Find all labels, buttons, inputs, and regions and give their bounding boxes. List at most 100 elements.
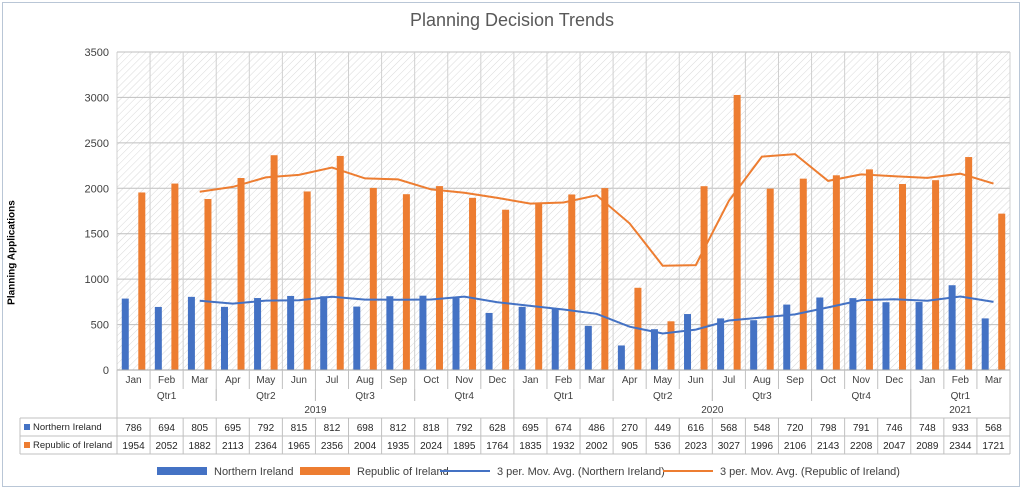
bar-republic-of-ireland bbox=[799, 178, 807, 370]
x-tick-label: Aug bbox=[356, 375, 374, 386]
x-tick-label: Sep bbox=[786, 375, 804, 386]
bar-northern-ireland bbox=[849, 298, 857, 370]
bar-republic-of-ireland bbox=[865, 169, 873, 370]
table-cell-value: 270 bbox=[621, 423, 638, 434]
table-cell-value: 2089 bbox=[916, 441, 939, 452]
bar-republic-of-ireland bbox=[237, 178, 245, 370]
table-cell-value: 791 bbox=[853, 423, 870, 434]
table-cell-value: 818 bbox=[423, 423, 440, 434]
bar-northern-ireland bbox=[915, 302, 923, 370]
legend-moving-average-northern-ireland-label: 3 per. Mov. Avg. (Northern Ireland) bbox=[497, 466, 665, 478]
quarter-label: Qtr1 bbox=[951, 391, 971, 402]
x-tick-label: Dec bbox=[488, 375, 506, 386]
bar-northern-ireland bbox=[617, 345, 625, 370]
moving-average-line-northern-ireland bbox=[199, 295, 994, 335]
x-tick-label: Jul bbox=[722, 375, 735, 386]
bar-northern-ireland bbox=[386, 296, 394, 370]
y-tick-label: 1000 bbox=[85, 274, 109, 286]
quarter-label: Qtr2 bbox=[256, 391, 276, 402]
table-cell-value: 2113 bbox=[222, 441, 244, 452]
bar-northern-ireland bbox=[551, 308, 559, 370]
bar-republic-of-ireland bbox=[998, 213, 1006, 370]
bar-northern-ireland bbox=[684, 314, 692, 370]
table-cell-value: 1965 bbox=[288, 441, 311, 452]
bar-republic-of-ireland bbox=[568, 194, 576, 370]
bar-republic-of-ireland bbox=[733, 94, 741, 370]
bar-republic-of-ireland bbox=[204, 199, 212, 370]
x-tick-label: Dec bbox=[885, 375, 903, 386]
table-cell-value: 616 bbox=[687, 423, 704, 434]
bar-republic-of-ireland bbox=[435, 186, 443, 370]
y-tick-label: 500 bbox=[91, 320, 109, 332]
table-series-label-republic-of-ireland: Republic of Ireland bbox=[33, 440, 112, 451]
bar-northern-ireland bbox=[518, 306, 526, 370]
bar-northern-ireland bbox=[254, 298, 262, 370]
legend-northern-ireland-label: Northern Ireland bbox=[214, 466, 294, 478]
x-tick-label: Jan bbox=[522, 375, 538, 386]
bar-republic-of-ireland bbox=[171, 183, 179, 370]
x-tick-label: Mar bbox=[985, 375, 1003, 386]
x-tick-label: Jan bbox=[919, 375, 935, 386]
bar-republic-of-ireland bbox=[402, 194, 410, 370]
bar-northern-ireland bbox=[187, 296, 195, 370]
bar-republic-of-ireland bbox=[667, 321, 675, 370]
table-cell-value: 695 bbox=[522, 423, 539, 434]
quarter-label: Qtr1 bbox=[157, 391, 177, 402]
y-tick-label: 2500 bbox=[85, 138, 109, 150]
x-tick-label: Mar bbox=[191, 375, 209, 386]
table-cell-value: 720 bbox=[787, 423, 804, 434]
bar-republic-of-ireland bbox=[965, 157, 973, 370]
table-legend-key-republic-of-ireland bbox=[24, 442, 30, 448]
bar-northern-ireland bbox=[981, 318, 989, 370]
table-cell-value: 2364 bbox=[255, 441, 278, 452]
x-tick-label: Apr bbox=[622, 375, 638, 386]
bar-northern-ireland bbox=[121, 298, 129, 370]
bar-northern-ireland bbox=[750, 320, 758, 370]
x-tick-label: Nov bbox=[455, 375, 473, 386]
table-cell-value: 628 bbox=[489, 423, 506, 434]
year-label: 2019 bbox=[304, 405, 327, 416]
table-cell-value: 786 bbox=[125, 423, 142, 434]
table-cell-value: 2024 bbox=[420, 441, 443, 452]
x-tick-label: Oct bbox=[423, 375, 439, 386]
table-cell-value: 746 bbox=[886, 423, 903, 434]
table-cell-value: 548 bbox=[754, 423, 771, 434]
quarter-label: Qtr4 bbox=[455, 391, 475, 402]
x-tick-label: May bbox=[653, 375, 672, 386]
bar-republic-of-ireland bbox=[766, 188, 774, 370]
bar-northern-ireland bbox=[154, 306, 162, 370]
y-tick-label: 3000 bbox=[85, 92, 109, 104]
moving-average-line-republic-of-ireland bbox=[199, 153, 994, 267]
bar-northern-ireland bbox=[816, 297, 824, 370]
table-cell-value: 933 bbox=[952, 423, 969, 434]
table-cell-value: 536 bbox=[654, 441, 671, 452]
x-tick-label: Feb bbox=[952, 375, 970, 386]
table-series-label-northern-ireland: Northern Ireland bbox=[33, 422, 102, 433]
bar-republic-of-ireland bbox=[336, 155, 344, 370]
bar-northern-ireland bbox=[948, 285, 956, 370]
legend-northern-ireland-key bbox=[157, 467, 207, 475]
bar-republic-of-ireland bbox=[303, 191, 311, 370]
bar-republic-of-ireland bbox=[138, 192, 146, 370]
x-tick-label: Jan bbox=[125, 375, 141, 386]
chart-title: Planning Decision Trends bbox=[409, 10, 615, 30]
y-tick-label: 0 bbox=[103, 365, 109, 377]
table-cell-value: 1721 bbox=[982, 441, 1005, 452]
bar-republic-of-ireland bbox=[369, 187, 377, 370]
table-cell-value: 1996 bbox=[751, 441, 774, 452]
table-cell-value: 1954 bbox=[122, 441, 145, 452]
bar-northern-ireland bbox=[353, 306, 361, 370]
bar-northern-ireland bbox=[452, 298, 460, 370]
table-cell-value: 812 bbox=[324, 423, 341, 434]
table-cell-value: 1932 bbox=[552, 441, 575, 452]
bar-northern-ireland bbox=[650, 329, 658, 370]
table-cell-value: 792 bbox=[257, 423, 274, 434]
table-cell-value: 2004 bbox=[354, 441, 377, 452]
bar-republic-of-ireland bbox=[502, 209, 510, 370]
y-tick-label: 1500 bbox=[85, 229, 109, 241]
y-tick-label: 2000 bbox=[85, 183, 109, 195]
table-cell-value: 1835 bbox=[519, 441, 542, 452]
quarter-label: Qtr1 bbox=[554, 391, 574, 402]
table-cell-value: 2002 bbox=[585, 441, 608, 452]
